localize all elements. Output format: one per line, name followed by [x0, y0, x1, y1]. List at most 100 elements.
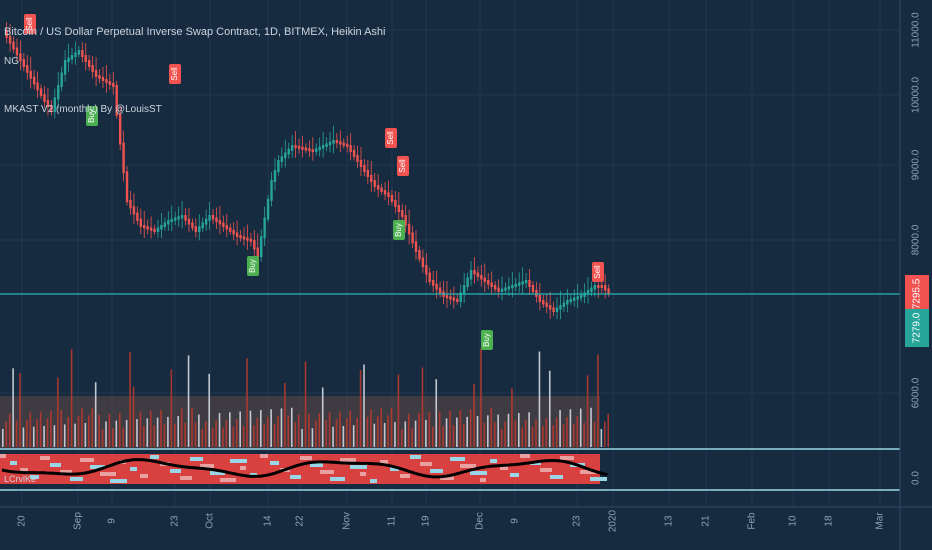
volume-bar	[566, 416, 568, 447]
candle-body	[583, 292, 586, 297]
volume-bar	[352, 425, 355, 447]
time-tick-label: 13	[664, 515, 675, 527]
volume-bar	[284, 382, 286, 447]
candle-body	[91, 65, 94, 72]
volume-bar	[449, 410, 451, 447]
candle-body	[187, 218, 191, 225]
sell-signal: Sell	[592, 262, 604, 282]
volume-bar	[32, 426, 35, 447]
osc-cell	[130, 467, 137, 471]
volume-bar	[370, 409, 372, 447]
osc-cell	[460, 464, 476, 468]
candle-body	[15, 47, 19, 56]
volume-bar	[401, 429, 403, 447]
candle-body	[253, 240, 256, 250]
candle-body	[514, 283, 517, 287]
osc-cell	[240, 466, 246, 470]
candle-body	[497, 287, 500, 292]
candle-body	[593, 285, 597, 290]
time-tick-label: 11	[387, 515, 398, 526]
volume-bar	[600, 429, 603, 447]
volume-bar	[438, 411, 441, 447]
volume-bar	[490, 407, 493, 447]
candle-body	[105, 79, 108, 83]
volume-bar	[149, 410, 152, 447]
volume-bar	[287, 415, 290, 447]
volume-bar	[225, 419, 228, 447]
time-tick-label: Oct	[205, 513, 216, 529]
osc-line	[1, 458, 608, 479]
volume-bar	[46, 418, 49, 447]
volume-bar	[407, 413, 410, 447]
volume-bar	[22, 427, 25, 447]
volume-bar	[136, 419, 138, 447]
volume-bar	[504, 421, 506, 447]
candle-body	[428, 272, 431, 282]
volume-bar	[573, 423, 575, 447]
volume-bar	[53, 425, 56, 447]
candle-body	[462, 285, 466, 295]
volume-bar	[452, 425, 455, 447]
volume-bar	[311, 428, 314, 447]
volume-bar	[445, 418, 448, 447]
candle-body	[204, 218, 208, 225]
volume-bar	[301, 429, 303, 447]
candle-body	[84, 55, 87, 62]
volume-bar	[325, 419, 327, 447]
volume-bar	[174, 423, 176, 447]
candle-body	[311, 149, 314, 153]
osc-cell	[70, 477, 83, 481]
volume-bar	[332, 426, 334, 447]
time-tick-label: 14	[263, 515, 274, 527]
volume-bar	[518, 413, 520, 447]
volume-bar	[308, 413, 310, 447]
candle-body	[19, 53, 22, 62]
candle-body	[222, 222, 225, 227]
candle-body	[149, 227, 153, 231]
candle-body	[483, 277, 486, 282]
candle-body	[235, 232, 239, 237]
candle-body	[129, 200, 132, 209]
candle-body	[346, 143, 349, 147]
candle-body	[531, 285, 535, 292]
candle-body	[359, 160, 363, 167]
volume-bar	[473, 383, 475, 447]
volume-bar	[459, 410, 462, 447]
volume-bar	[535, 419, 537, 447]
candle-body	[466, 277, 469, 287]
volume-bar	[146, 418, 149, 447]
candle-body	[39, 88, 43, 97]
candle-body	[339, 141, 342, 145]
volume-bar	[153, 425, 155, 447]
candle-body	[528, 280, 531, 287]
candle-body	[156, 227, 160, 232]
candle-body	[12, 41, 15, 50]
volume-bar	[132, 386, 135, 447]
current-price-tag-bg	[905, 275, 929, 313]
candle-body	[504, 287, 507, 291]
volume-bar	[232, 426, 235, 447]
osc-cell	[400, 474, 410, 478]
sell-signal: Sell	[385, 128, 397, 148]
volume-bar	[435, 379, 438, 447]
volume-bar	[260, 410, 262, 447]
candle-body	[521, 281, 524, 285]
candle-body	[573, 297, 576, 301]
candle-body	[394, 200, 397, 207]
candle-body	[160, 225, 163, 230]
time-tick-label: 23	[572, 515, 583, 527]
candle-body	[287, 148, 290, 155]
candle-body	[414, 241, 418, 252]
volume-bar	[487, 415, 489, 447]
volume-bar	[139, 411, 142, 447]
volume-bar	[507, 413, 510, 447]
candle-body	[552, 307, 555, 312]
candle-body	[590, 287, 593, 292]
volume-bar	[273, 423, 276, 447]
signal-label: Sell	[170, 67, 179, 81]
volume-bar	[521, 427, 524, 447]
osc-cell	[510, 473, 519, 477]
volume-bar	[29, 412, 32, 447]
signal-label: Buy	[482, 333, 491, 347]
time-axis: 20 Sep 9 23 Oct 14 22 Nov 11 19 Dec 9 23 2020 13 21 Feb 1…	[17, 509, 886, 532]
